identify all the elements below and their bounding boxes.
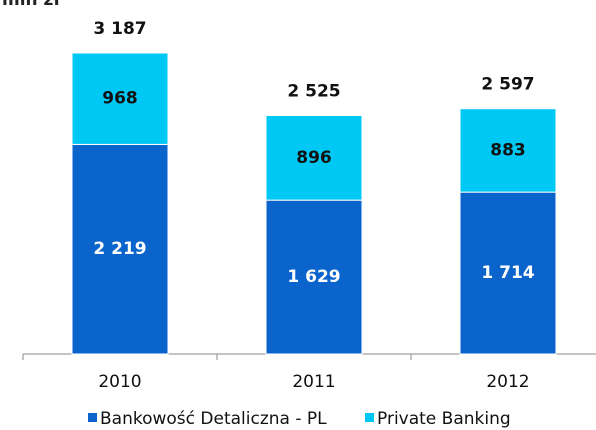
total-label: 2 525 <box>287 82 340 102</box>
value-label: 883 <box>490 140 526 160</box>
bar-segment <box>71 52 169 145</box>
total-label: 3 187 <box>93 19 146 39</box>
value-label: 2 219 <box>93 239 146 259</box>
legend-swatch <box>365 413 374 422</box>
bar-segment <box>459 191 557 355</box>
value-label: 968 <box>102 89 138 109</box>
value-label: 1 629 <box>287 267 340 287</box>
x-tick-label: 2010 <box>98 372 141 392</box>
x-tick-label: 2012 <box>486 372 529 392</box>
legend-swatch <box>88 413 97 422</box>
unit-label: mln zł <box>2 0 60 10</box>
x-tick-label: 2011 <box>292 372 335 392</box>
total-label: 2 597 <box>481 75 534 95</box>
bar-segment <box>71 143 169 355</box>
legend-label: Bankowość Detaliczna - PL <box>100 409 327 429</box>
value-label: 896 <box>296 148 332 168</box>
value-label: 1 714 <box>481 263 534 283</box>
bar-segment <box>459 108 557 193</box>
bar-segment <box>265 115 363 201</box>
legend-label: Private Banking <box>377 409 511 429</box>
bar-segment <box>265 199 363 355</box>
